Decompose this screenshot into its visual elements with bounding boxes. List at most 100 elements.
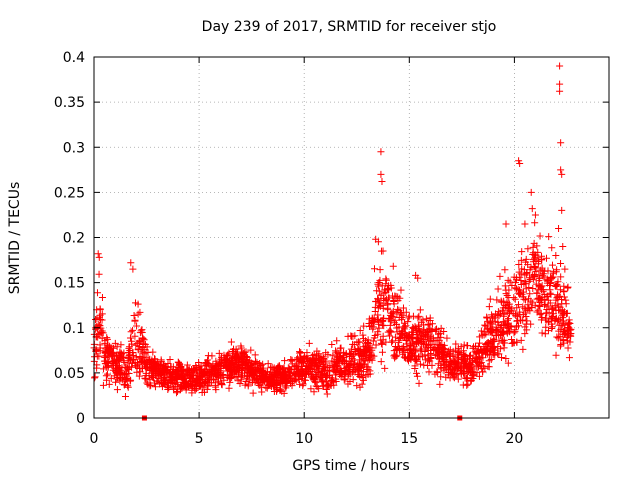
data-point (496, 323, 504, 331)
data-point (413, 372, 421, 380)
data-point (322, 359, 330, 367)
data-point (351, 332, 359, 340)
data-point (528, 205, 536, 213)
data-point (558, 206, 566, 214)
data-point (486, 319, 494, 327)
data-point (200, 380, 208, 388)
data-point (557, 273, 565, 281)
data-point (558, 170, 566, 178)
data-point (255, 366, 263, 374)
data-point (493, 296, 501, 304)
data-point (127, 376, 135, 384)
data-point (529, 284, 537, 292)
data-point (203, 385, 211, 393)
data-point (459, 381, 467, 389)
data-point (517, 276, 525, 284)
data-point (425, 368, 433, 376)
data-point (144, 356, 152, 364)
data-point (559, 243, 567, 251)
data-point (448, 368, 456, 376)
data-point (416, 360, 424, 368)
data-point (377, 291, 385, 299)
data-point (257, 372, 265, 380)
data-point (564, 324, 572, 332)
data-point (372, 341, 380, 349)
data-point (328, 341, 336, 349)
data-point (509, 310, 517, 318)
data-point (397, 286, 405, 294)
data-point (537, 283, 545, 291)
data-point (566, 320, 574, 328)
data-point (317, 372, 325, 380)
data-point (260, 370, 268, 378)
data-point (226, 372, 234, 380)
data-point (164, 359, 172, 367)
data-point (397, 334, 405, 342)
data-point (548, 274, 556, 282)
data-point (137, 355, 145, 363)
data-point (437, 364, 445, 372)
data-point (525, 277, 533, 285)
data-point (338, 356, 346, 364)
data-point (394, 305, 402, 313)
data-point (422, 356, 430, 364)
data-point (212, 357, 220, 365)
data-point (414, 314, 422, 322)
data-point (405, 333, 413, 341)
data-point (537, 316, 545, 324)
data-point (346, 350, 354, 358)
data-point (476, 333, 484, 341)
data-point (522, 258, 530, 266)
data-point (521, 304, 529, 312)
data-point (129, 326, 137, 334)
data-point (360, 357, 368, 365)
data-point (533, 289, 541, 297)
data-point (502, 220, 510, 228)
data-point (556, 342, 564, 350)
data-point (143, 363, 151, 371)
data-point (356, 367, 364, 375)
data-point (303, 365, 311, 373)
data-point (496, 272, 504, 280)
data-point (393, 346, 401, 354)
data-point (122, 375, 130, 383)
data-point (157, 356, 165, 364)
data-point (377, 299, 385, 307)
data-point (416, 306, 424, 314)
data-point (537, 310, 545, 318)
data-point (484, 324, 492, 332)
data-point (156, 380, 164, 388)
data-point (538, 329, 546, 337)
data-point (552, 251, 560, 259)
data-point (126, 356, 134, 364)
data-point (452, 340, 460, 348)
data-point (215, 349, 223, 357)
data-point (393, 310, 401, 318)
data-point (249, 389, 257, 397)
data-point (541, 314, 549, 322)
data-point (134, 310, 142, 318)
data-point (459, 362, 467, 370)
data-point (563, 309, 571, 317)
data-point (359, 376, 367, 384)
data-point (130, 311, 138, 319)
data-point (460, 351, 468, 359)
data-point (172, 371, 180, 379)
data-point (280, 370, 288, 378)
data-point (563, 333, 571, 341)
data-point (154, 377, 162, 385)
data-point (544, 296, 552, 304)
data-point (547, 290, 555, 298)
data-point (419, 333, 427, 341)
data-point (470, 369, 478, 377)
data-point (494, 285, 502, 293)
data-point (536, 302, 544, 310)
data-point (288, 356, 296, 364)
y-tick-label: 0.1 (63, 321, 85, 337)
y-axis-label: SRMTID / TECUs (7, 182, 23, 295)
data-point (390, 297, 398, 305)
data-point (111, 339, 119, 347)
data-point (389, 337, 397, 345)
data-point (505, 286, 513, 294)
data-point (269, 379, 277, 387)
